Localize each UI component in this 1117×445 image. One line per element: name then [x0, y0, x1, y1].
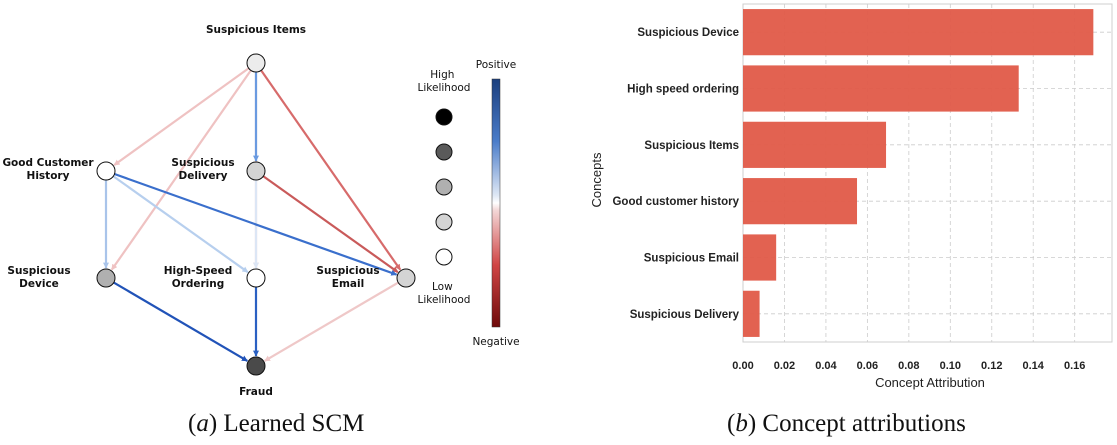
x-tick-label: 0.16	[1064, 360, 1085, 372]
x-tick-label: 0.00	[732, 360, 753, 372]
node-delivery	[246, 161, 266, 181]
legend-circle-1	[435, 108, 453, 126]
legend-circle-5	[435, 248, 453, 266]
edge-items-to-email	[260, 69, 402, 271]
chart-y-axis-title: Concepts	[589, 152, 604, 207]
node-label-delivery: Suspicious Delivery	[171, 157, 234, 182]
x-tick-label: 0.04	[815, 360, 837, 372]
colorbar-positive-label: Positive	[476, 59, 516, 71]
node-label-device: Suspicious Device	[7, 265, 70, 290]
bar-suspicious-device	[743, 9, 1094, 56]
chart-x-ticks: 0.00 0.02 0.04 0.06 0.08 0.10 0.12 0.14 0.16	[732, 360, 1085, 372]
legend-high-likelihood: High Likelihood	[418, 69, 471, 94]
x-tick-label: 0.02	[774, 360, 795, 372]
category-label: Good customer history	[612, 196, 739, 208]
node-label-email: Suspicious Email	[316, 265, 379, 290]
colorbar-negative-label: Negative	[472, 336, 519, 348]
scm-caption: (a) Learned SCM	[188, 410, 365, 437]
legend: High Likelihood Low Likelihood Positive …	[418, 59, 520, 348]
chart-bars	[743, 9, 1094, 337]
edge-device-to-fraud	[113, 281, 248, 362]
concept-attribution-chart: Suspicious Device High speed ordering Susp…	[589, 3, 1113, 390]
bars-caption: (b) Concept attributions	[727, 410, 966, 437]
category-label: Suspicious Email	[644, 253, 739, 265]
edge-items-to-device	[110, 69, 252, 271]
x-tick-label: 0.08	[898, 360, 919, 372]
bar-good-customer-history	[743, 178, 858, 225]
node-label-items: Suspicious Items	[206, 24, 306, 36]
concept-nodes: Suspicious Items Good Customer History Susp…	[2, 24, 416, 398]
category-label: Suspicious Items	[644, 140, 739, 152]
x-tick-label: 0.14	[1023, 360, 1045, 372]
bar-high-speed-ordering	[743, 65, 1019, 112]
colorbar	[491, 78, 501, 328]
x-tick-label: 0.12	[981, 360, 1002, 372]
edge-history-to-ordering	[112, 175, 249, 274]
learned-scm-diagram: Suspicious Items Good Customer History Susp…	[2, 24, 520, 398]
legend-circle-4	[435, 213, 453, 231]
category-label: Suspicious Delivery	[630, 309, 740, 321]
node-label-ordering: High-Speed Ordering	[164, 265, 233, 290]
bar-suspicious-delivery	[743, 290, 760, 337]
edge-email-to-fraud	[264, 281, 399, 362]
edge-history-to-email	[114, 172, 398, 276]
x-tick-label: 0.10	[940, 360, 961, 372]
edge-items-to-history	[113, 67, 250, 167]
node-ordering	[246, 268, 266, 288]
edge-delivery-to-email	[262, 175, 399, 274]
category-label: High speed ordering	[627, 84, 739, 96]
node-label-fraud: Fraud	[239, 386, 273, 398]
legend-likelihood-circles	[435, 108, 453, 266]
category-label: Suspicious Device	[637, 27, 739, 39]
chart-grid	[742, 3, 1113, 343]
legend-circle-2	[435, 143, 453, 161]
chart-category-labels: Suspicious Device High speed ordering Susp…	[612, 27, 739, 321]
bar-suspicious-email	[743, 234, 777, 281]
legend-circle-3	[435, 178, 453, 196]
node-items	[246, 53, 266, 73]
causal-edges	[103, 67, 402, 362]
node-device	[96, 268, 116, 288]
node-fraud	[246, 356, 266, 376]
node-label-history: Good Customer History	[2, 157, 94, 182]
node-email	[396, 268, 416, 288]
node-history	[96, 161, 116, 181]
x-tick-label: 0.06	[857, 360, 878, 372]
legend-low-likelihood: Low Likelihood	[418, 281, 471, 306]
chart-x-axis-title: Concept Attribution	[875, 375, 985, 390]
bar-suspicious-items	[743, 121, 887, 168]
